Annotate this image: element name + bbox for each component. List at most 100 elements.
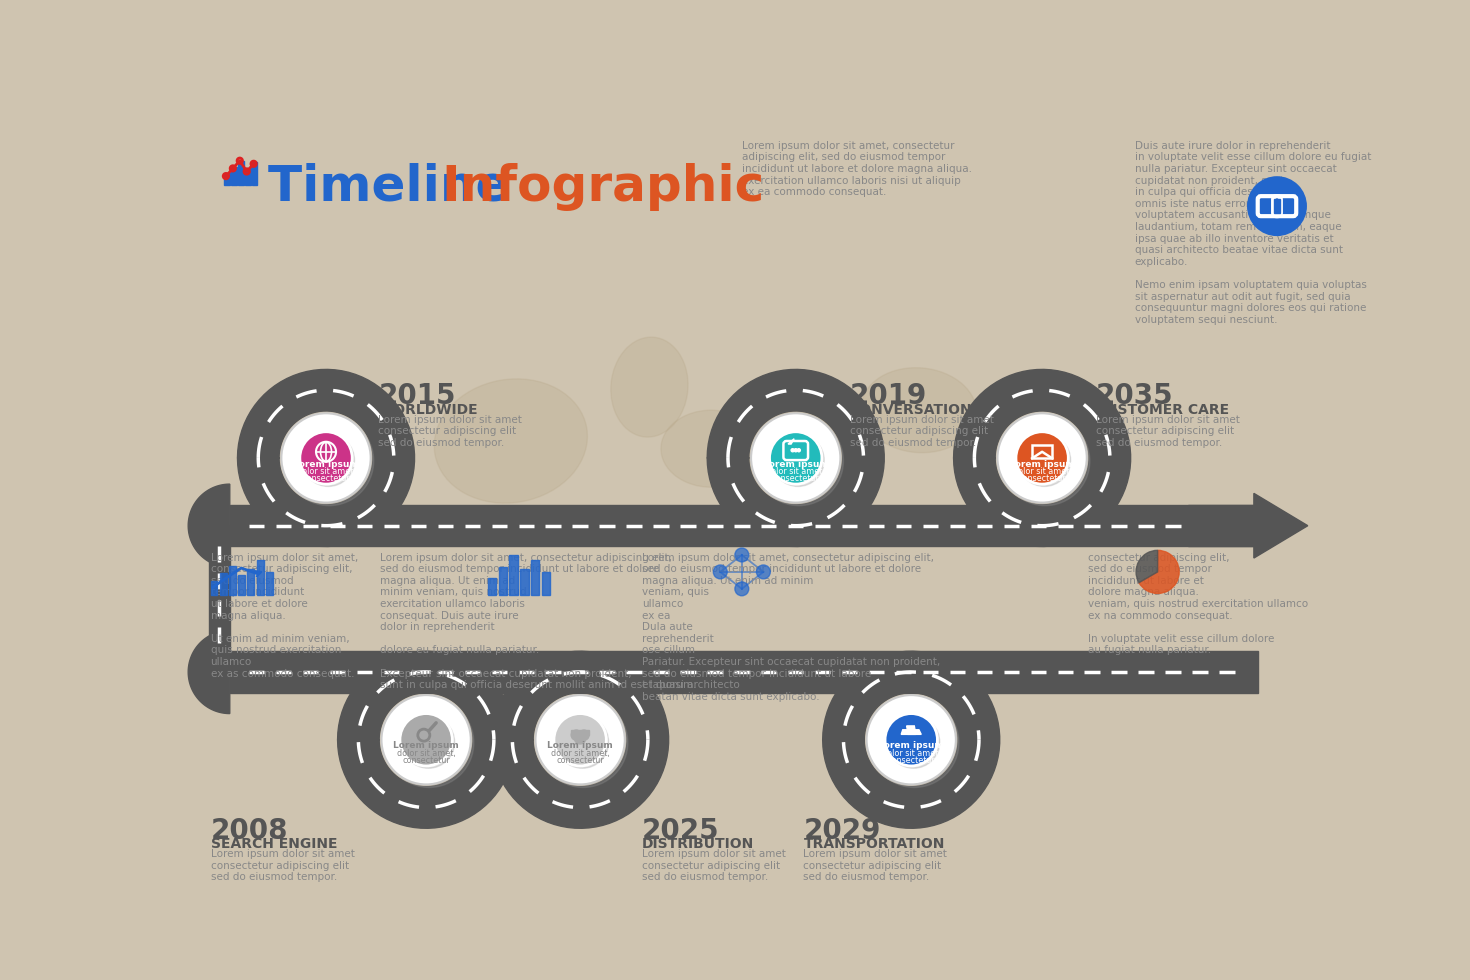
Text: Lorem ipsum dolor sit amet
consectetur adipiscing elit
sed do eiusmod tempor.: Lorem ipsum dolor sit amet consectetur a… [642, 849, 785, 882]
Text: consectetur: consectetur [888, 756, 935, 765]
Text: Lorem ipsum dolor sit amet
consectetur adipiscing elit
sed do eiusmod tempor.: Lorem ipsum dolor sit amet consectetur a… [850, 415, 994, 448]
Text: DISTRIBUTION: DISTRIBUTION [642, 837, 754, 851]
Circle shape [772, 434, 825, 486]
Circle shape [300, 432, 353, 484]
Text: Lorem ipsum dolor sit amet, consectetur adipiscing elit,
sed do eiusmod tempor i: Lorem ipsum dolor sit amet, consectetur … [642, 553, 939, 702]
Text: Lorem ipsum: Lorem ipsum [293, 460, 359, 468]
Circle shape [281, 414, 370, 503]
Circle shape [735, 548, 748, 562]
Circle shape [751, 414, 841, 503]
Polygon shape [954, 369, 1130, 547]
Circle shape [556, 716, 609, 768]
Polygon shape [541, 572, 550, 595]
Text: WORLDWIDE: WORLDWIDE [378, 403, 478, 416]
Circle shape [575, 732, 587, 744]
Polygon shape [231, 167, 237, 185]
Text: Lorem ipsum dolor sit amet
consectetur adipiscing elit
sed do eiusmod tempor.: Lorem ipsum dolor sit amet consectetur a… [1097, 415, 1239, 448]
Polygon shape [229, 652, 1258, 693]
Text: dolor sit amet,: dolor sit amet, [1013, 467, 1072, 476]
Polygon shape [1254, 493, 1308, 558]
Text: Lorem ipsum dolor sit amet, consectetur adipiscing elit,
sed do eiusmod tempor i: Lorem ipsum dolor sit amet, consectetur … [379, 553, 697, 690]
Text: Lorem ipsum dolor sit amet
consectetur adipiscing elit
sed do eiusmod tempor.: Lorem ipsum dolor sit amet consectetur a… [378, 415, 522, 448]
Circle shape [791, 449, 794, 452]
Circle shape [1248, 176, 1307, 235]
Text: Lorem ipsum: Lorem ipsum [879, 742, 944, 751]
Circle shape [538, 698, 628, 788]
Text: dolor sit amet,: dolor sit amet, [397, 749, 456, 759]
Text: Lorem ipsum: Lorem ipsum [547, 742, 613, 751]
Circle shape [794, 449, 797, 452]
Text: consectetur: consectetur [403, 756, 450, 765]
Polygon shape [498, 567, 507, 595]
Ellipse shape [757, 387, 850, 465]
Circle shape [754, 416, 844, 506]
Text: Lorem ipsum: Lorem ipsum [1010, 460, 1075, 468]
Text: Lorem ipsum dolor sit amet,
consectetur adipiscing elit,
sed do eiusmod
tempor i: Lorem ipsum dolor sit amet, consectetur … [210, 553, 357, 678]
Polygon shape [219, 573, 226, 595]
Circle shape [381, 695, 470, 784]
Polygon shape [188, 630, 229, 713]
Circle shape [713, 564, 728, 579]
Text: consectetur: consectetur [772, 474, 820, 483]
Ellipse shape [662, 411, 761, 487]
Ellipse shape [738, 457, 807, 503]
Text: dolor sit amet,: dolor sit amet, [766, 467, 825, 476]
Polygon shape [1274, 199, 1280, 213]
Text: consectetur: consectetur [556, 756, 604, 765]
Polygon shape [229, 565, 235, 595]
Polygon shape [491, 652, 669, 828]
Circle shape [303, 434, 354, 486]
Polygon shape [531, 561, 539, 595]
Circle shape [797, 449, 800, 452]
Text: dolor sit amet,: dolor sit amet, [297, 467, 356, 476]
Polygon shape [257, 561, 263, 595]
Polygon shape [238, 369, 415, 547]
Text: consectetur: consectetur [1019, 474, 1066, 483]
Text: 2029: 2029 [804, 816, 881, 845]
Text: CONVERSATION: CONVERSATION [850, 403, 972, 416]
Polygon shape [788, 439, 794, 444]
Text: Timeline: Timeline [268, 163, 528, 211]
Text: dolor sit amet,: dolor sit amet, [551, 749, 610, 759]
Polygon shape [823, 652, 1000, 828]
Ellipse shape [612, 337, 688, 437]
Circle shape [535, 695, 625, 784]
Polygon shape [907, 726, 916, 734]
Bar [1032, 445, 1053, 459]
Circle shape [885, 713, 938, 766]
Text: 2008: 2008 [210, 816, 288, 845]
Ellipse shape [969, 483, 1023, 522]
Text: 2025: 2025 [642, 816, 719, 845]
Text: SEARCH ENGINE: SEARCH ENGINE [210, 837, 337, 851]
Ellipse shape [861, 368, 976, 453]
Text: TRANSPORTATION: TRANSPORTATION [804, 837, 945, 851]
Text: 2015: 2015 [378, 382, 456, 411]
Circle shape [579, 730, 589, 740]
Text: Lorem ipsum dolor sit amet
consectetur adipiscing elit
sed do eiusmod tempor.: Lorem ipsum dolor sit amet consectetur a… [804, 849, 947, 882]
Text: Lorem ipsum: Lorem ipsum [394, 742, 459, 751]
Wedge shape [1139, 551, 1179, 594]
Bar [572, 730, 589, 735]
Polygon shape [210, 581, 218, 595]
Polygon shape [901, 730, 922, 734]
Polygon shape [509, 555, 517, 595]
Text: dolor sit amet,: dolor sit amet, [882, 749, 941, 759]
Polygon shape [188, 484, 229, 567]
Text: Lorem ipsum dolor sit amet
consectetur adipiscing elit
sed do eiusmod tempor.: Lorem ipsum dolor sit amet consectetur a… [210, 849, 354, 882]
Polygon shape [338, 652, 514, 828]
Polygon shape [225, 173, 229, 185]
Polygon shape [1188, 505, 1258, 547]
Text: Infographic: Infographic [441, 163, 764, 211]
Wedge shape [1136, 551, 1158, 583]
Polygon shape [209, 525, 229, 672]
Text: Lorem ipsum dolor sit amet, consectetur
adipiscing elit, sed do eiusmod tempor
i: Lorem ipsum dolor sit amet, consectetur … [742, 141, 972, 197]
Circle shape [757, 564, 770, 579]
Polygon shape [238, 161, 244, 185]
Circle shape [572, 730, 581, 740]
Circle shape [998, 414, 1086, 503]
Circle shape [888, 716, 939, 768]
Circle shape [1019, 434, 1070, 486]
Circle shape [770, 432, 822, 484]
Text: Duis aute irure dolor in reprehenderit
in voluptate velit esse cillum dolore eu : Duis aute irure dolor in reprehenderit i… [1135, 141, 1372, 324]
Polygon shape [247, 568, 254, 595]
